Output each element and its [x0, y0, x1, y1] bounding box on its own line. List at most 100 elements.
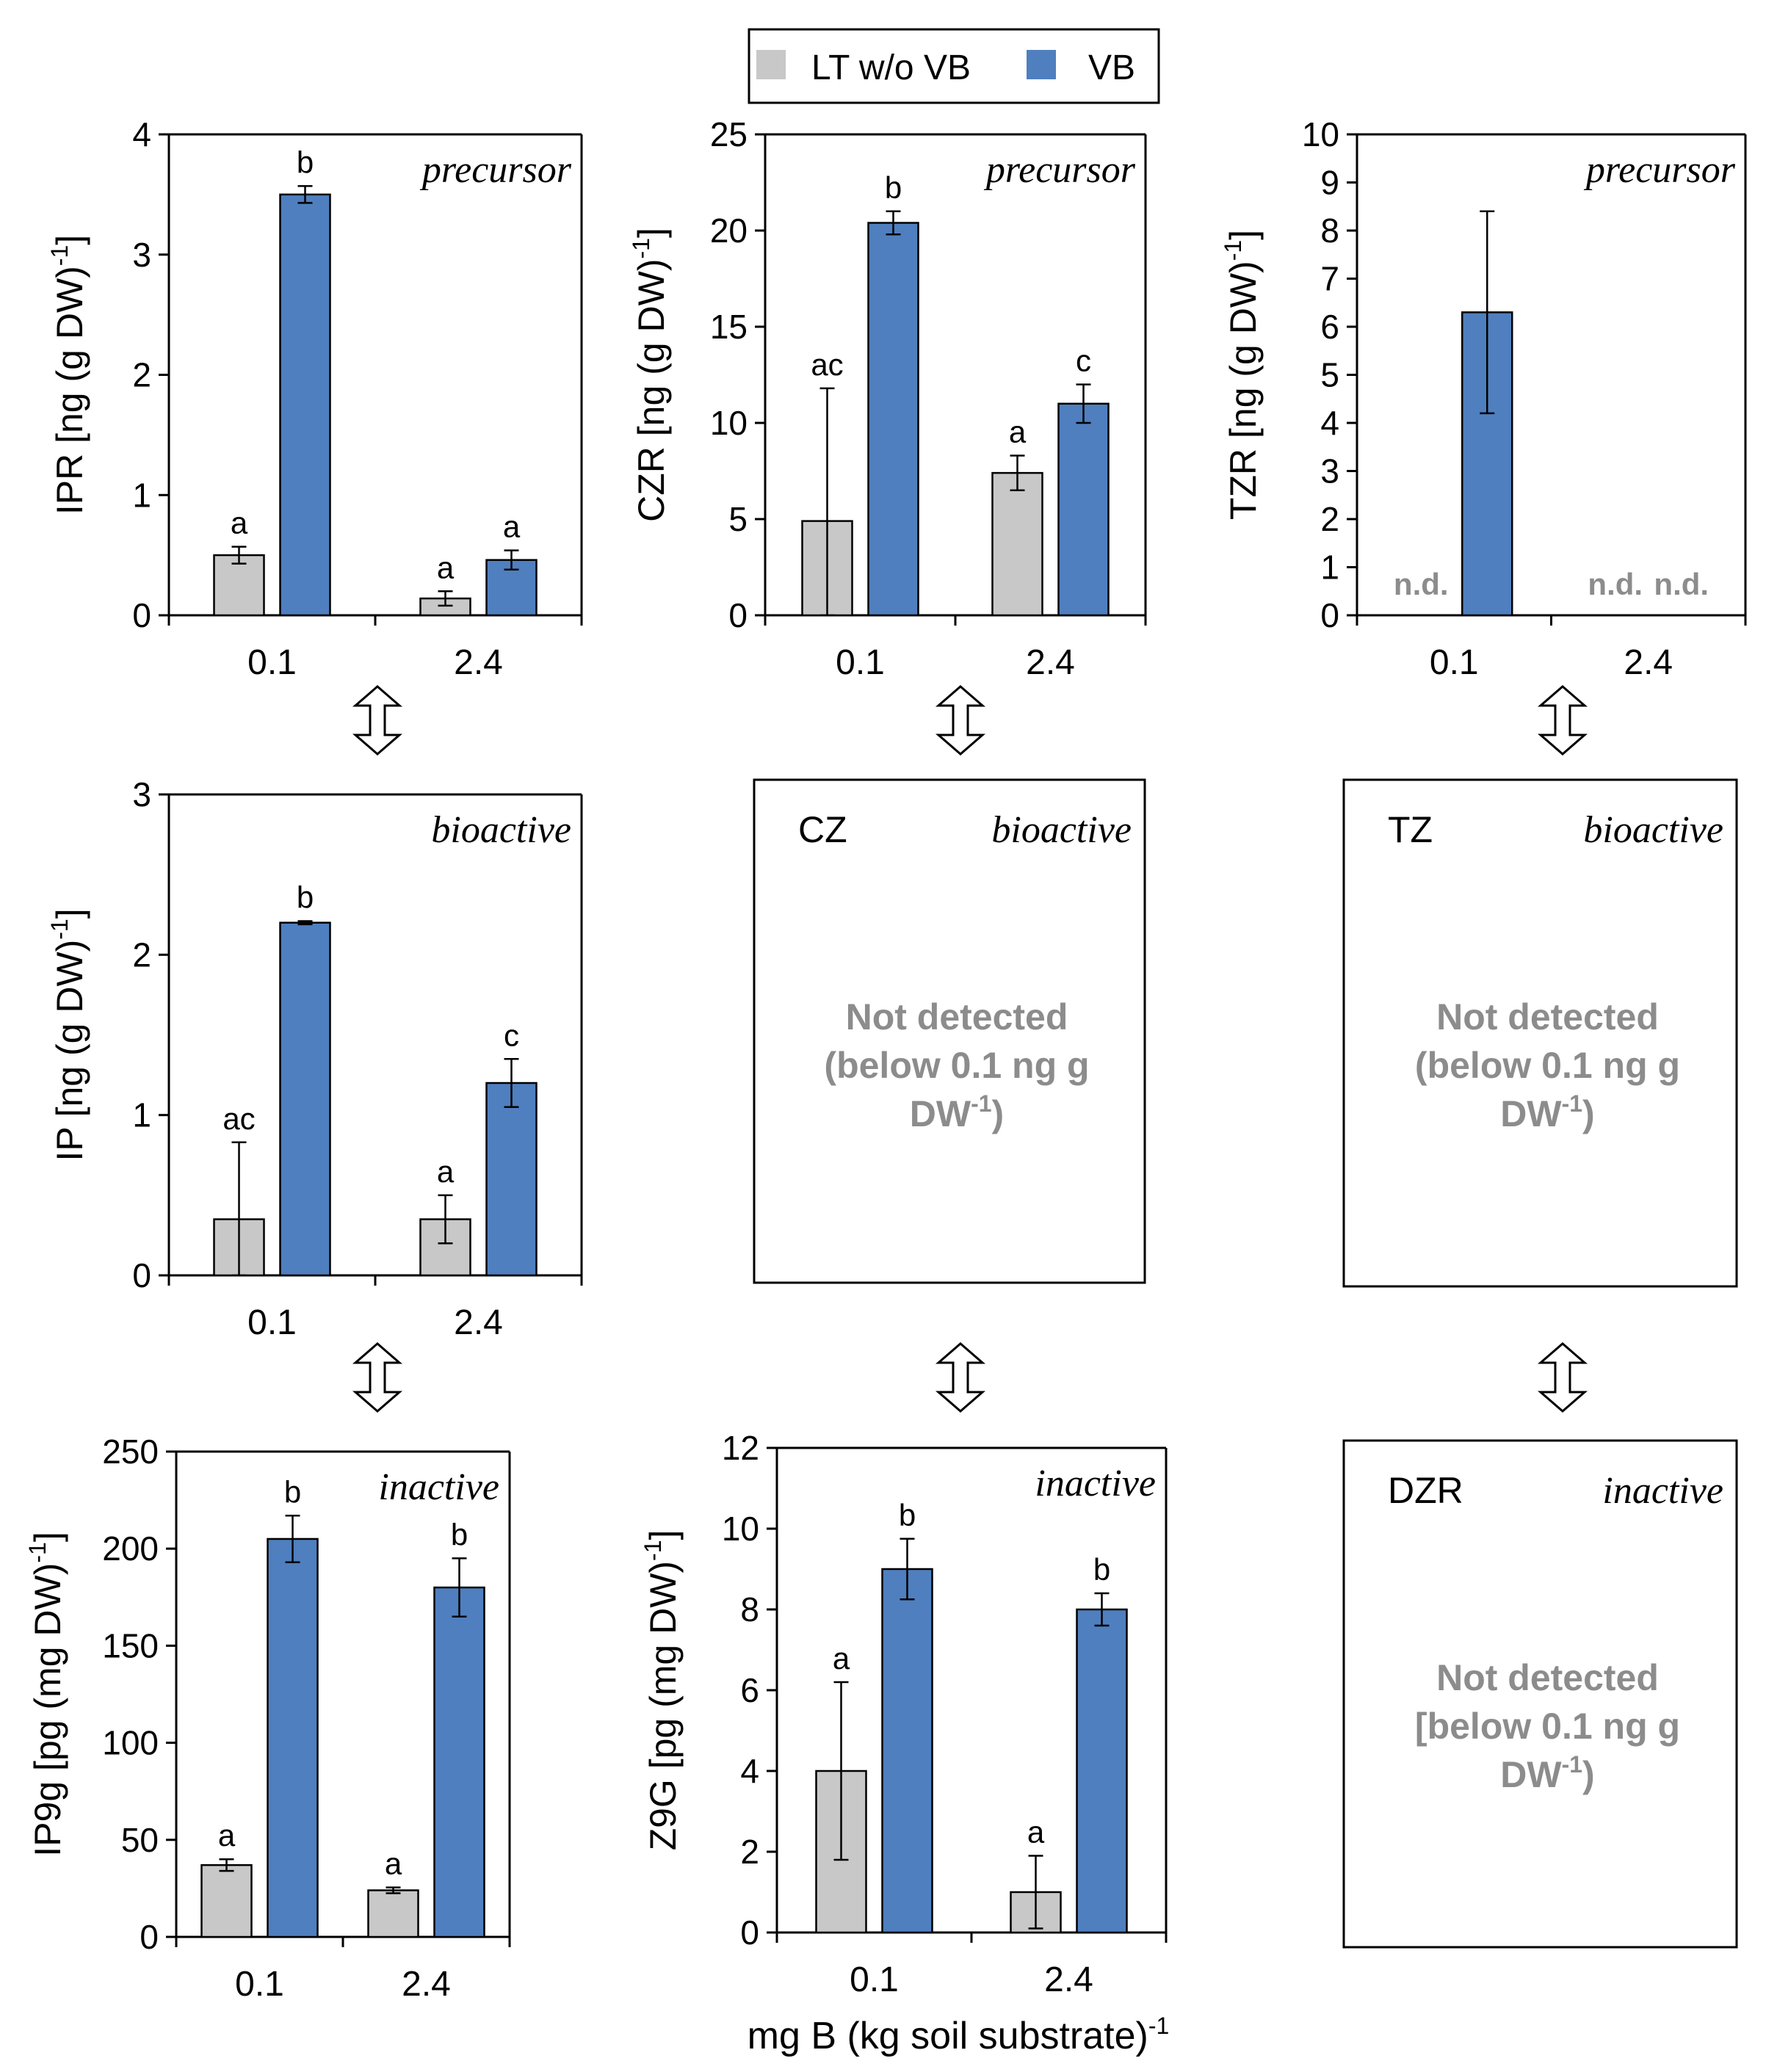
y-axis-label-sup: -1 — [628, 238, 654, 258]
y-tick-label: 3 — [1320, 452, 1339, 490]
chart-Z9G: 0 2 4 6 8 10 12 0.1 a b 2.4 a b inactive Z9G [pg (mg D… — [640, 1429, 1168, 1999]
significance-letter: a — [218, 1818, 236, 1852]
y-tick-label: 25 — [710, 115, 748, 153]
y-axis-label: Z9G [pg (mg DW)-1] — [640, 1530, 684, 1851]
nd-text-close: ) — [992, 1093, 1005, 1134]
x-axis-title-sup: -1 — [1148, 2013, 1169, 2039]
significance-letter: a — [231, 506, 248, 540]
y-tick-label: 150 — [102, 1626, 159, 1665]
nd-box-tag: inactive — [1602, 1470, 1723, 1512]
significance-letter: a — [385, 1847, 402, 1881]
bar-ltwovb — [367, 1889, 419, 1938]
nd-text-close: ) — [1582, 1754, 1595, 1795]
bar-vb — [1076, 1608, 1128, 1934]
y-tick-label: 2 — [1320, 500, 1339, 538]
y-axis-label-text: IP [ng (g DW) — [49, 940, 90, 1162]
y-tick-label: 2 — [132, 356, 151, 394]
y-tick-label: 9 — [1320, 164, 1339, 202]
bar-ltwovb — [213, 554, 265, 617]
legend-swatch-gray — [756, 50, 786, 79]
x-tick-label: 0.1 — [247, 1303, 297, 1342]
significance-letter: c — [504, 1018, 519, 1052]
significance-letter: a — [437, 550, 455, 584]
y-axis-label-end: ] — [631, 228, 672, 238]
nd-text-line3: DW-1) — [910, 1090, 1004, 1134]
x-tick-label: 0.1 — [1430, 643, 1479, 682]
y-tick-label: 0 — [740, 1913, 759, 1952]
nd-text-line3: DW-1) — [1500, 1090, 1594, 1134]
y-tick-label: 50 — [121, 1821, 159, 1859]
nd-text-sup: -1 — [971, 1090, 991, 1117]
y-tick-label: 3 — [132, 775, 151, 814]
y-axis-label-end: ] — [49, 908, 90, 919]
significance-letter: b — [451, 1517, 468, 1551]
y-axis-label-text: CZR [ng (g DW) — [631, 259, 672, 522]
panel-tag: precursor — [419, 149, 572, 191]
bar-vb — [279, 193, 331, 617]
significance-letter: b — [297, 145, 314, 179]
y-axis-label: IP9g [pg (mg DW)-1] — [24, 1532, 68, 1856]
nd-label: n.d. — [1654, 567, 1709, 601]
legend-box — [748, 28, 1160, 104]
bar-ltwovb — [991, 471, 1043, 617]
nd-box-frame — [753, 778, 1146, 1284]
y-axis-label: TZR [ng (g DW)-1] — [1220, 230, 1264, 520]
legend: LT w/o VB VB — [748, 28, 1160, 104]
nd-text-line1: Not detected — [846, 996, 1068, 1037]
y-tick-label: 1 — [132, 476, 151, 514]
significance-letter: a — [1027, 1815, 1045, 1850]
bar-vb — [433, 1586, 485, 1938]
significance-letter: ac — [222, 1101, 255, 1136]
significance-letter: b — [1093, 1552, 1110, 1587]
y-tick-label: 4 — [740, 1752, 759, 1790]
y-tick-label: 10 — [710, 404, 748, 442]
y-tick-label: 0 — [728, 596, 748, 634]
nd-text-line2: (below 0.1 ng g — [824, 1045, 1089, 1086]
nd-box-name: DZR — [1388, 1470, 1463, 1511]
y-tick-label: 2 — [132, 935, 151, 974]
bar-vb — [1057, 402, 1110, 617]
panel-tag: inactive — [1035, 1463, 1156, 1504]
double-arrow-icon — [1537, 1342, 1588, 1413]
x-tick-label: 0.1 — [836, 643, 885, 682]
y-tick-label: 3 — [132, 236, 151, 274]
double-arrow-icon — [1537, 685, 1588, 756]
significance-letter: b — [284, 1474, 301, 1509]
significance-letter: a — [503, 510, 521, 544]
bar-vb — [279, 921, 331, 1277]
y-tick-label: 1 — [132, 1096, 151, 1134]
significance-letter: a — [1009, 415, 1027, 449]
nd-box-name: TZ — [1388, 809, 1433, 850]
y-axis-label-text: IP9g [pg (mg DW) — [27, 1563, 68, 1857]
y-axis-label-end: ] — [643, 1530, 684, 1540]
y-tick-label: 4 — [132, 115, 151, 153]
nd-box-tag: bioactive — [991, 809, 1132, 851]
bar-vb — [867, 222, 919, 617]
x-tick-label: 2.4 — [402, 1965, 451, 2004]
x-tick-label: 2.4 — [1624, 643, 1673, 682]
nd-text-dw: DW — [1500, 1093, 1562, 1134]
y-tick-label: 8 — [1320, 211, 1339, 250]
y-tick-label: 0 — [1320, 596, 1339, 634]
bar-vb — [881, 1568, 933, 1934]
nd-text-sup: -1 — [1562, 1090, 1582, 1117]
nd-box-name: CZ — [798, 809, 847, 850]
significance-letter: b — [885, 170, 902, 205]
nd-text-sup: -1 — [1562, 1751, 1582, 1778]
y-tick-label: 2 — [740, 1833, 759, 1871]
legend-swatch-blue — [1027, 50, 1056, 79]
bar-vb — [485, 1082, 538, 1277]
y-tick-label: 15 — [710, 308, 748, 346]
x-tick-label: 2.4 — [1044, 1960, 1093, 1999]
nd-text-line1: Not detected — [1436, 1657, 1659, 1698]
y-tick-label: 250 — [102, 1432, 159, 1471]
y-axis-label-text: IPR [ng (g DW) — [49, 266, 90, 515]
y-tick-label: 5 — [728, 500, 748, 538]
double-arrow-icon — [935, 1342, 986, 1413]
significance-letter: b — [297, 880, 314, 914]
x-tick-label: 2.4 — [1026, 643, 1075, 682]
y-axis-label-text: Z9G [pg (mg DW) — [643, 1561, 684, 1850]
